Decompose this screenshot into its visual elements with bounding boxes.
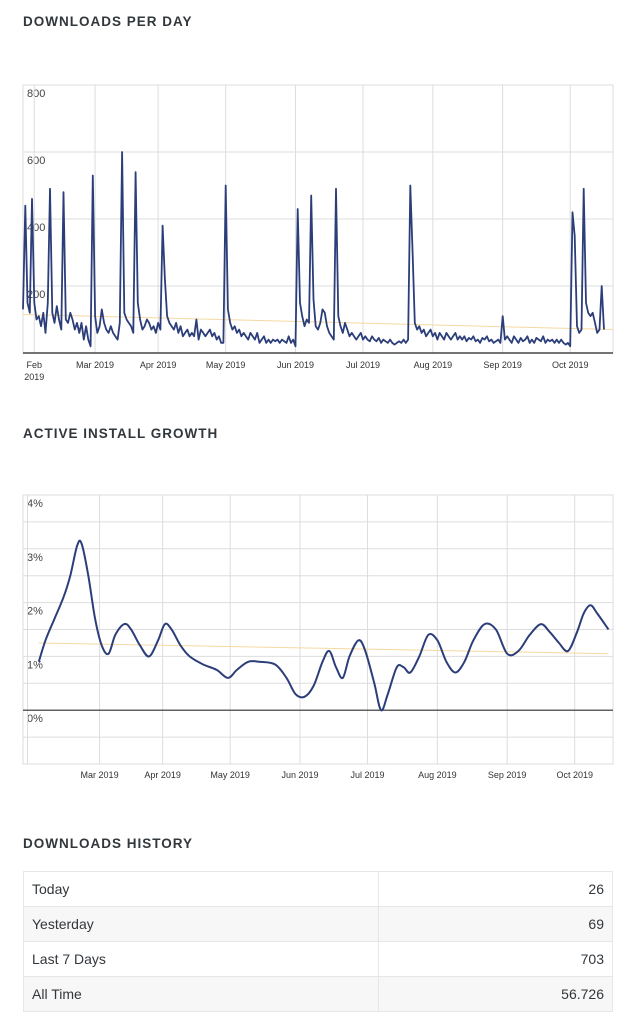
y-tick-label: 4% [27,498,43,510]
history-label: Today [22,871,380,907]
x-tick-label: Apr 2019 [144,770,181,780]
x-tick-label: Mar 2019 [76,360,114,370]
y-tick-label: 200 [27,289,45,301]
y-tick-label: 2% [27,606,43,618]
active-install-growth-chart: 4% 3% 2% 1% 0% Mar 2019 Apr 2019 May 2019 Jun 20… [22,494,614,780]
downloads-history-table: Today 26 Yesterday 69 Last 7 Days 703 Al… [22,871,613,1012]
x-tick-label: Oct 2019 [552,360,589,370]
y-tick-label: 1% [27,659,43,671]
x-tick-label: Sep 2019 [488,770,527,780]
x-tick-label: May 2019 [210,770,250,780]
x-tick-label: Jun 2019 [281,770,318,780]
table-row: Last 7 Days 703 [22,941,613,977]
x-tick-label: May 2019 [206,360,246,370]
x-tick-label: Jul 2019 [346,360,380,370]
history-value: 26 [378,871,613,907]
x-tick-label: Sep 2019 [483,360,522,370]
downloads-history-title: DOWNLOADS HISTORY [23,836,194,851]
growth-series-line [37,539,610,712]
history-label: Yesterday [22,906,380,942]
history-value: 69 [378,906,613,942]
x-tick-label: Aug 2019 [418,770,457,780]
history-value: 56.726 [378,976,613,1012]
x-tick-label: Mar 2019 [81,770,119,780]
x-tick-label: Jul 2019 [351,770,385,780]
y-tick-label: 0% [27,713,43,725]
x-tick-label: Oct 2019 [556,770,593,780]
downloads-series-line [22,151,605,348]
downloads-per-day-title: DOWNLOADS PER DAY [23,14,193,29]
x-tick-label: Aug 2019 [414,360,453,370]
y-tick-label: 600 [27,155,45,167]
table-row: All Time 56.726 [22,976,613,1012]
history-label: Last 7 Days [22,941,380,977]
x-tick-label: Feb [27,360,43,370]
x-tick-label-year: 2019 [24,372,44,382]
history-label: All Time [22,976,380,1012]
table-row: Yesterday 69 [22,906,613,942]
trend-line [22,313,614,331]
x-tick-label: Apr 2019 [140,360,177,370]
x-tick-label: Jun 2019 [277,360,314,370]
active-install-growth-title: ACTIVE INSTALL GROWTH [23,426,219,441]
table-row: Today 26 [22,871,613,907]
y-tick-label: 800 [27,88,45,100]
history-value: 703 [378,941,613,977]
trend-line [38,642,609,655]
y-tick-label: 3% [27,552,43,564]
